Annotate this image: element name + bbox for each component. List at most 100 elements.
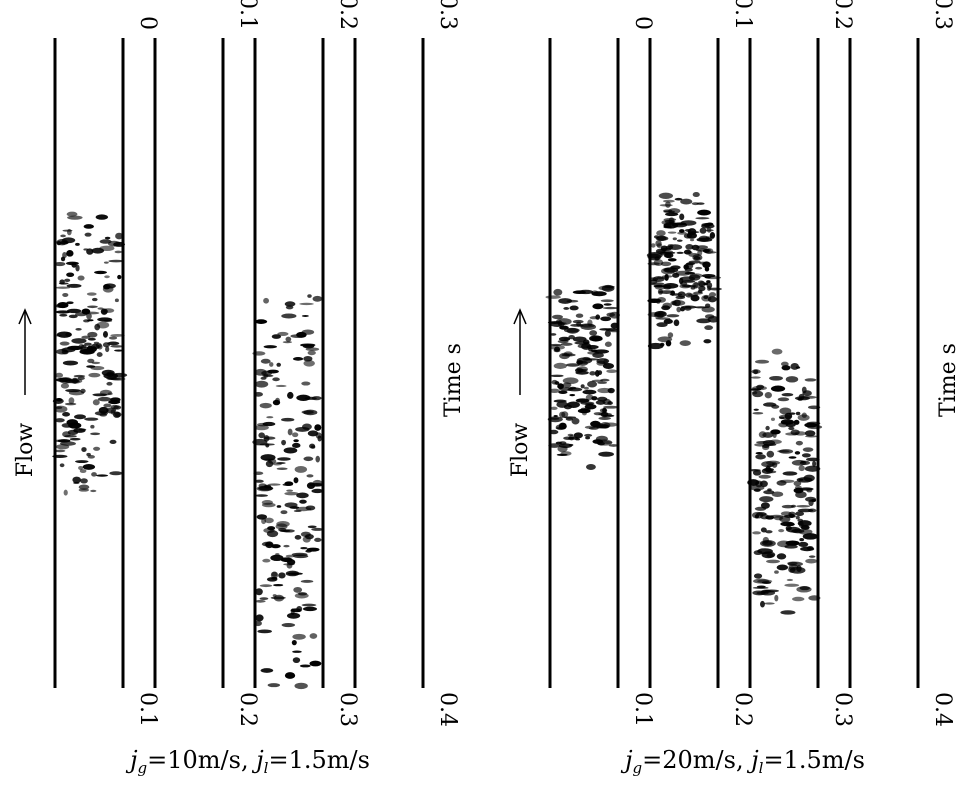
bubble-texture [576,368,588,372]
bubble-texture [296,394,311,401]
bubble-texture [567,433,574,437]
bubble-texture [262,558,271,563]
bubble-texture [110,404,119,410]
bubble-texture [759,496,774,503]
bubble-texture [86,292,97,296]
bubble-texture [91,297,98,302]
bubble-texture [804,496,817,502]
bubble-texture [75,264,80,272]
bubble-texture [779,479,795,483]
bubble-texture [292,357,304,361]
bubble-texture [808,555,816,558]
bubble-texture [272,399,281,406]
bubble-texture [586,344,599,350]
bubble-texture [561,322,567,325]
bubble-texture [54,449,66,453]
start-time: 0.1 [730,0,755,30]
bubble-texture [695,217,710,220]
bubble-texture [83,319,90,323]
bubble-texture [97,317,113,322]
bubble-texture [263,297,270,304]
panel: 0 0.1 0.1 0.2 0.2 0.3 0.3 0.4 Flow Time s jg=20m/s… [508,0,960,777]
bubble-texture [774,570,779,574]
bubble-texture [687,228,697,236]
bubble-texture [680,281,688,286]
bubble-texture [765,425,770,431]
caption-value: =1.5m/s [268,746,369,774]
bubble-texture [293,477,299,484]
bubble-texture [565,363,580,367]
bubble-texture [86,312,92,320]
bubble-texture [798,529,813,535]
bubble-texture [672,237,677,241]
bubble-texture [68,314,78,319]
bubble-texture [679,229,685,233]
bubble-texture [796,505,811,508]
bubble-texture [115,232,124,240]
bubble-texture [66,308,82,314]
bubble-texture [676,306,682,313]
bubble-texture [295,426,310,432]
bubble-texture [760,539,776,547]
bubble-texture [804,465,821,472]
bubble-texture [790,429,800,436]
bubble-texture [63,489,68,496]
bubble-texture [767,470,777,474]
bubble-texture [795,511,805,517]
bubble-texture [584,433,593,437]
bubble-texture [752,586,769,589]
bubble-texture [87,331,98,338]
caption-subscript: l [759,759,764,777]
bubble-texture [80,478,88,484]
bubble-texture [774,594,779,602]
bubble-texture [254,380,269,388]
bubble-texture [563,307,570,310]
bubble-texture [294,534,302,540]
end-time: 0.4 [930,692,955,727]
bubble-texture [780,610,796,615]
bubble-texture [53,405,68,413]
bubble-texture [92,399,100,406]
bubble-texture [673,319,680,327]
bubble-texture [270,544,281,549]
bubble-texture [558,336,571,342]
bubble-texture [702,262,711,269]
bubble-texture [72,476,82,484]
bubble-texture [758,474,771,479]
bubble-texture [553,288,563,296]
bubble-texture [600,421,611,429]
bubble-texture [291,432,299,438]
bubble-texture [706,282,713,289]
bubble-texture [550,333,557,336]
bubble-texture [754,359,770,364]
bubble-texture [752,531,761,535]
bubble-texture [102,342,110,348]
bubble-texture [83,224,94,229]
bubble-texture [545,295,561,299]
bubble-texture [67,228,72,236]
bubble-texture [598,416,611,421]
bubble-texture [755,454,766,460]
bubble-texture [71,262,77,268]
bubble-texture [97,343,103,350]
bubble-texture [766,559,780,564]
bubble-texture [280,510,288,515]
bubble-texture [793,419,800,425]
bubble-texture [279,529,291,533]
bubble-texture [60,441,76,446]
bubble-texture [302,344,315,349]
flow-arrowhead [513,308,527,325]
bubble-texture [104,236,111,240]
bubble-texture [585,464,596,470]
caption-value: =20m/s, [642,746,751,774]
bubble-texture [254,424,269,431]
bubble-texture [698,235,710,242]
bubble-texture [680,198,693,205]
bubble-texture [602,440,613,444]
bubble-texture [763,467,774,472]
bubble-texture [804,430,816,437]
bubble-texture [776,553,787,560]
bubble-texture [273,583,284,587]
bubble-texture [778,529,785,533]
bubble-texture [561,411,569,418]
